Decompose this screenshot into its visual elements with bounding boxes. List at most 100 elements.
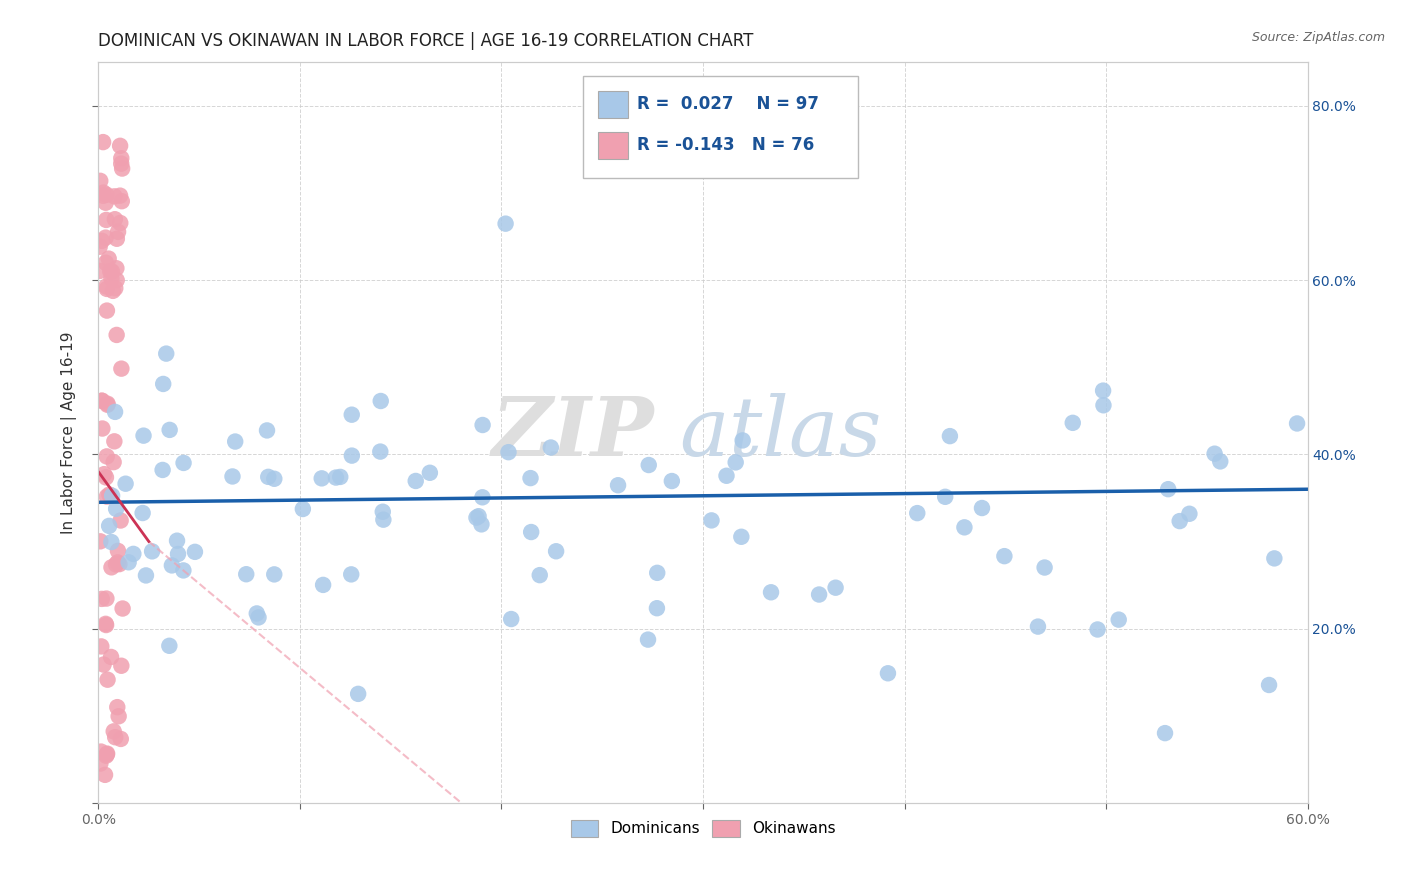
Point — [100, 535, 122, 549]
Point — [110, 151, 132, 165]
Point — [91, 421, 114, 435]
Point — [224, 434, 246, 449]
Point — [419, 466, 441, 480]
Point — [91, 135, 114, 149]
Point — [96, 279, 118, 293]
Point — [824, 581, 846, 595]
Point — [1154, 726, 1177, 740]
Point — [94, 618, 117, 632]
Point — [637, 458, 659, 472]
Point — [93, 657, 115, 672]
Point — [110, 658, 132, 673]
Point — [90, 640, 112, 654]
Point — [96, 450, 118, 464]
Point — [96, 187, 118, 202]
Point — [1092, 398, 1115, 412]
Point — [90, 234, 112, 248]
Point — [110, 731, 132, 746]
Point — [1168, 514, 1191, 528]
Point — [373, 513, 395, 527]
Point — [1209, 454, 1232, 468]
Point — [89, 756, 111, 771]
Text: R = -0.143   N = 76: R = -0.143 N = 76 — [637, 136, 814, 154]
Point — [347, 687, 370, 701]
Point — [607, 478, 630, 492]
Point — [1033, 560, 1056, 574]
Point — [221, 469, 243, 483]
Point — [167, 547, 190, 561]
Point — [94, 256, 117, 270]
Point — [263, 567, 285, 582]
Y-axis label: In Labor Force | Age 16-19: In Labor Force | Age 16-19 — [60, 331, 77, 534]
Point — [94, 768, 117, 782]
Point — [716, 468, 738, 483]
Point — [105, 327, 128, 342]
Point — [405, 474, 427, 488]
Point — [246, 607, 269, 621]
Point — [235, 567, 257, 582]
Point — [107, 709, 129, 723]
Point — [94, 616, 117, 631]
Point — [730, 530, 752, 544]
Point — [247, 610, 270, 624]
Point — [104, 558, 127, 572]
Point — [368, 444, 391, 458]
Point — [471, 417, 494, 432]
Legend: Dominicans, Okinawans: Dominicans, Okinawans — [564, 814, 842, 843]
Point — [96, 303, 118, 318]
Point — [1157, 482, 1180, 496]
Point — [135, 568, 157, 582]
Point — [98, 519, 121, 533]
Point — [101, 489, 124, 503]
Point — [94, 230, 117, 244]
Point — [108, 557, 131, 571]
Point — [157, 639, 180, 653]
Point — [1258, 678, 1281, 692]
Point — [96, 673, 118, 687]
Point — [97, 252, 120, 266]
Point — [90, 393, 112, 408]
Point — [467, 509, 489, 524]
Point — [1263, 551, 1285, 566]
Point — [104, 281, 127, 295]
Point — [173, 456, 195, 470]
Point — [94, 195, 117, 210]
Point — [96, 747, 118, 761]
Point — [546, 544, 568, 558]
Point — [122, 547, 145, 561]
Point — [759, 585, 782, 599]
Point — [311, 471, 333, 485]
Point — [108, 138, 131, 153]
Point — [905, 506, 928, 520]
Point — [495, 217, 517, 231]
Point — [107, 225, 129, 239]
Point — [110, 216, 132, 230]
Point — [371, 505, 394, 519]
Point — [953, 520, 976, 534]
Point — [340, 449, 363, 463]
Point — [89, 240, 111, 254]
Point — [645, 601, 668, 615]
Point — [529, 568, 551, 582]
Text: atlas: atlas — [679, 392, 882, 473]
Point — [105, 501, 128, 516]
Point — [91, 186, 114, 200]
Point — [117, 555, 139, 569]
Point — [111, 194, 134, 209]
Point — [1204, 447, 1226, 461]
Point — [152, 376, 174, 391]
Point — [104, 405, 127, 419]
Point — [90, 745, 112, 759]
Point — [1178, 507, 1201, 521]
Point — [90, 591, 112, 606]
Point — [993, 549, 1015, 563]
Point — [101, 284, 124, 298]
Point — [155, 346, 177, 360]
Point — [132, 428, 155, 442]
Point — [1087, 623, 1109, 637]
Point — [939, 429, 962, 443]
Point — [100, 271, 122, 285]
Point — [808, 588, 831, 602]
Point — [96, 398, 118, 412]
Point — [160, 558, 183, 573]
